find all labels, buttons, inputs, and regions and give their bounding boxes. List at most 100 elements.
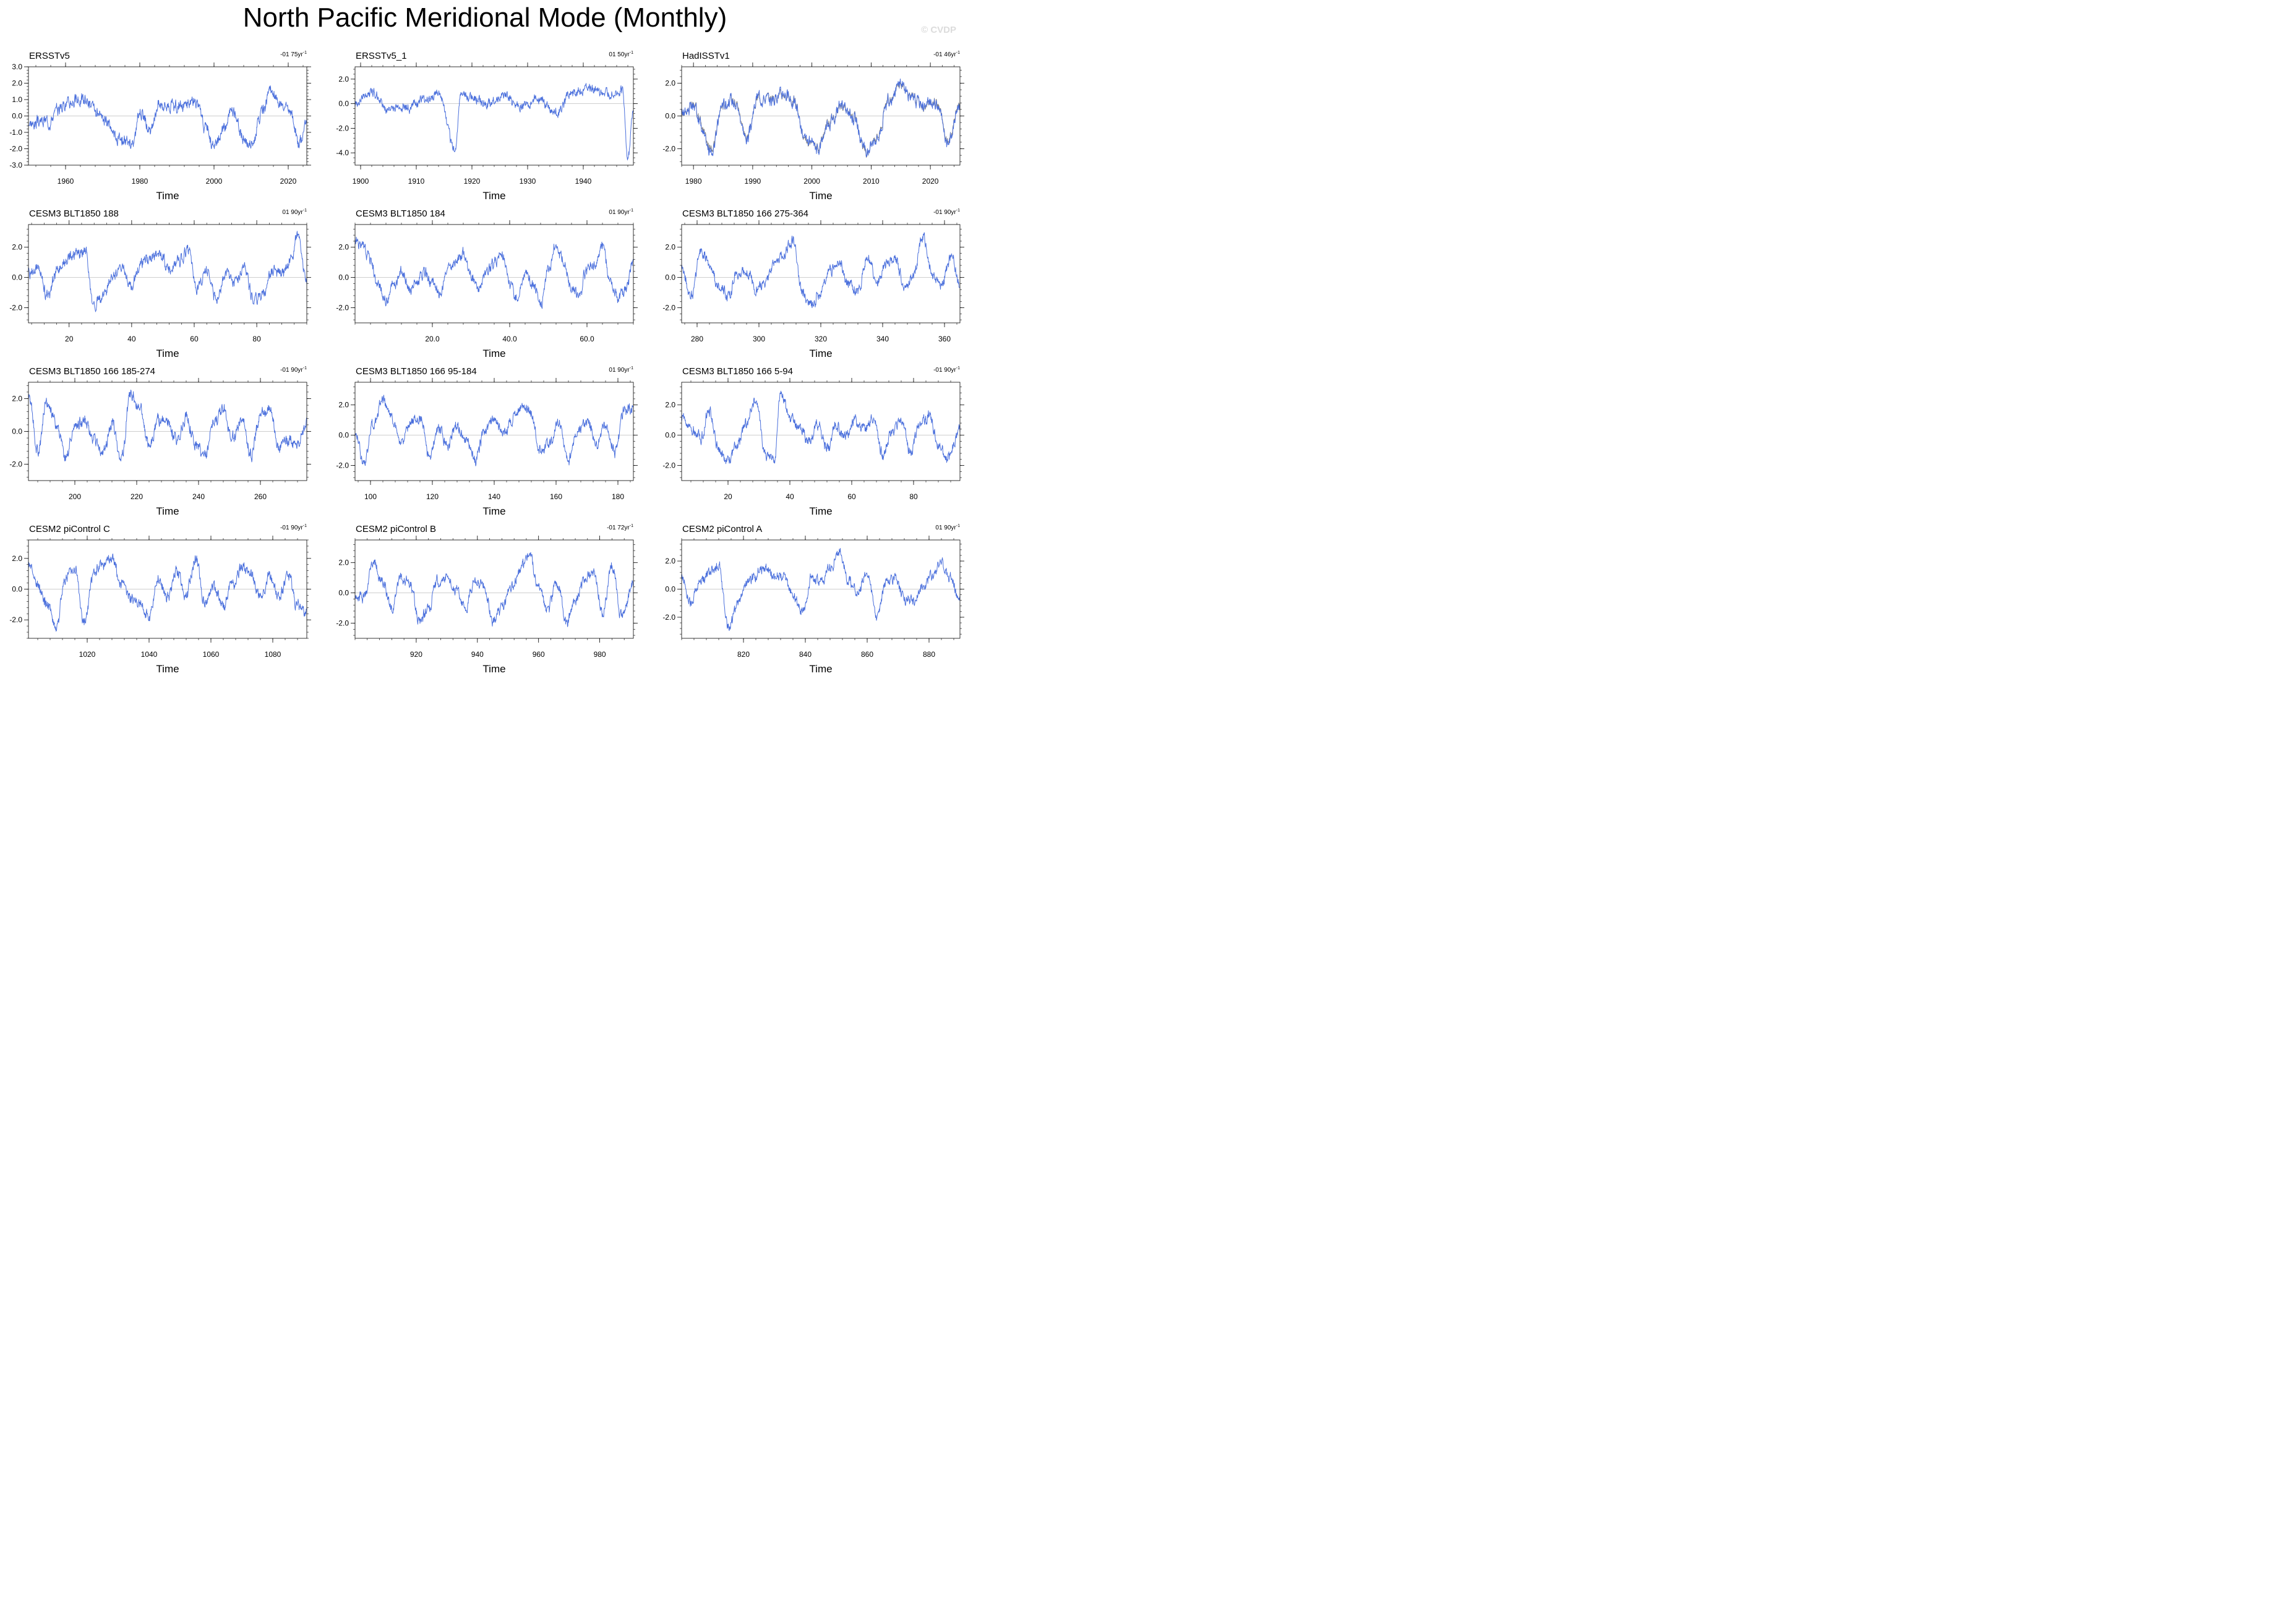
panel-5: CESM3 BLT1850 184 01 90yr-1 -2.0 0.0 2.0 20.0… [336,208,638,359]
x-tick-label: 1900 [353,177,369,186]
x-tick-label: 60 [190,335,199,343]
x-tick-label: 40.0 [502,335,517,343]
x-tick-label: 360 [938,335,951,343]
x-tick-label: 20.0 [425,335,440,343]
x-tick-label: 1960 [58,177,74,186]
x-axis-label: Time [482,505,505,517]
series-line [354,83,634,161]
y-tick-label: 0.0 [665,431,675,440]
x-tick-label: 940 [471,650,484,659]
x-tick-label: 2010 [863,177,880,186]
plot-frame [354,539,634,639]
x-axis-label: Time [809,190,832,202]
y-tick-label: 0.0 [12,273,22,282]
trend-label: -01 90yr-1 [933,366,960,374]
x-tick-label: 320 [815,335,827,343]
x-tick-label: 1980 [685,177,702,186]
trend-superscript: -1 [956,366,960,370]
panel-title: CESM2 piControl A [682,524,762,534]
trend-superscript: -1 [630,51,633,55]
panel-title: CESM3 BLT1850 188 [29,208,119,219]
y-tick-label: 2.0 [665,243,675,252]
trend-superscript: -1 [630,366,633,370]
panel-9: CESM3 BLT1850 166 5-94 -01 90yr-1 -2.0 0.0 2… [662,366,964,517]
series-line [28,85,307,149]
x-tick-label: 340 [876,335,889,343]
trend-label: -01 46yr-1 [933,51,960,58]
y-tick-label: 2.0 [338,75,349,83]
x-tick-label: 1080 [265,650,281,659]
trend-label: 01 50yr-1 [609,51,633,58]
panel-8: CESM3 BLT1850 166 95-184 01 90yr-1 -2.0 0.0… [336,366,638,517]
panel-title: CESM3 BLT1850 166 5-94 [682,366,793,377]
panel-11: CESM2 piControl B -01 72yr-1 -2.0 0.0 2.0 920… [336,524,638,675]
x-tick-label: 1910 [408,177,425,186]
y-tick-label: 0.0 [338,100,349,108]
x-tick-label: 220 [131,492,143,501]
trend-label: 01 90yr-1 [609,208,633,216]
x-tick-label: 820 [737,650,750,659]
y-tick-label: 3.0 [12,62,22,71]
x-axis-label: Time [809,348,832,359]
x-tick-label: 240 [192,492,205,501]
plot-frame [354,224,634,323]
x-tick-label: 260 [254,492,267,501]
y-tick-label: -2.0 [9,615,22,624]
panel-title: HadISSTv1 [682,51,730,61]
x-tick-label: 20 [724,492,732,501]
x-axis-label: Time [156,505,179,517]
y-tick-label: -2.0 [9,460,22,469]
trend-superscript: -1 [303,51,307,55]
y-tick-label: -2.0 [336,124,349,132]
y-tick-label: -2.0 [336,304,349,312]
x-tick-label: 860 [861,650,873,659]
x-tick-label: 180 [612,492,624,501]
panel-10: CESM2 piControl C -01 90yr-1 -2.0 0.0 2.0 102… [9,524,311,675]
trend-label: -01 90yr-1 [280,524,307,531]
y-tick-label: 2.0 [12,554,22,563]
panel-title: ERSSTv5 [29,51,70,61]
y-tick-label: 2.0 [338,401,349,409]
trend-label: -01 75yr-1 [280,51,307,58]
y-tick-label: 0.0 [338,273,349,282]
panel-title: CESM3 BLT1850 166 275-364 [682,208,808,219]
trend-label: -01 90yr-1 [933,208,960,216]
trend-label: 01 90yr-1 [282,208,307,216]
series-line [681,79,961,158]
trend-superscript: -1 [956,524,960,528]
trend-label: -01 72yr-1 [607,524,633,531]
series-line [28,231,307,312]
series-line [681,390,961,465]
x-tick-label: 200 [69,492,81,501]
y-tick-label: -4.0 [336,148,349,157]
y-tick-label: 0.0 [338,431,349,440]
x-tick-label: 1940 [575,177,592,186]
y-tick-label: 0.0 [12,112,22,121]
x-tick-label: 1930 [520,177,536,186]
y-tick-label: -2.0 [662,304,675,312]
trend-label: 01 90yr-1 [609,366,633,374]
y-tick-label: -2.0 [9,304,22,312]
x-tick-label: 300 [753,335,765,343]
series-line [28,390,307,463]
x-axis-label: Time [156,663,179,675]
x-tick-label: 980 [594,650,606,659]
plot-frame [681,224,961,323]
y-tick-label: 2.0 [338,559,349,567]
x-tick-label: 1060 [203,650,220,659]
x-tick-label: 140 [488,492,500,501]
x-tick-label: 20 [65,335,74,343]
y-tick-label: 0.0 [665,112,675,121]
series-line [681,232,960,309]
panel-title: CESM3 BLT1850 166 185-274 [29,366,155,377]
y-tick-label: -2.0 [9,145,22,153]
y-tick-label: 2.0 [12,243,22,252]
y-tick-label: -1.0 [9,128,22,137]
panel-2: ERSSTv5_1 01 50yr-1 -4.0 -2.0 0.0 2.0 1900 1910… [336,51,638,202]
page-title: North Pacific Meridional Mode (Monthly) [242,2,727,33]
plot-frame [681,382,961,481]
x-tick-label: 60 [847,492,856,501]
x-axis-label: Time [156,190,179,202]
x-axis-label: Time [482,348,505,359]
x-axis-label: Time [482,663,505,675]
